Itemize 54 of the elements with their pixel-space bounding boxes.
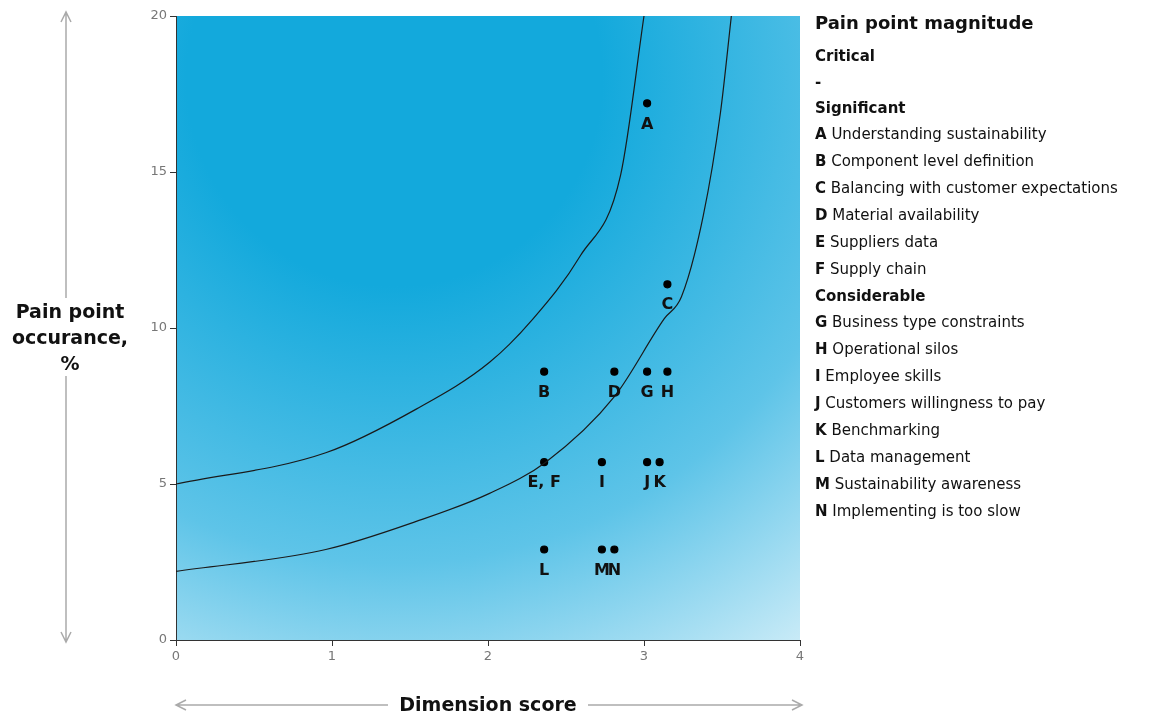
text: - (815, 73, 823, 91)
data-label: H (660, 381, 675, 401)
text: N Implementing is too slow (815, 502, 1022, 520)
text: H Operational silos (815, 340, 960, 358)
text: Critical (815, 47, 876, 65)
data-label: L (539, 559, 550, 579)
text: F Supply chain (815, 260, 928, 278)
y-tick-label: 10 (150, 319, 167, 335)
point (540, 545, 549, 554)
y-tick-label: 5 (158, 475, 167, 491)
point (655, 458, 664, 467)
text: C Balancing with customer expectations (815, 179, 1119, 197)
text: A Understanding sustainability (815, 125, 1048, 143)
point (663, 367, 672, 376)
point (643, 99, 652, 108)
point (643, 458, 652, 467)
point (610, 367, 619, 376)
text: K Benchmarking (815, 421, 942, 439)
y-tick-label: 0 (158, 631, 167, 647)
y-tick-label: 15 (150, 163, 167, 179)
y-tick-label: 20 (150, 7, 167, 23)
text: I Employee skills (815, 367, 943, 385)
text: Considerable (815, 287, 927, 305)
x-axis-title: Dimension score (388, 693, 588, 715)
text: M Sustainability awareness (815, 475, 1023, 493)
legend-title: Pain point magnitude (815, 12, 1035, 33)
point (540, 367, 549, 376)
x-tick-label: 3 (639, 648, 649, 664)
text: Significant (815, 99, 907, 117)
data-label: M (593, 559, 610, 579)
point (597, 545, 606, 554)
point (610, 545, 619, 554)
x-tick-label: 1 (327, 648, 337, 664)
point (597, 458, 606, 467)
data-label: G (640, 381, 654, 401)
text: L Data management (815, 448, 972, 466)
x-tick-label: 2 (483, 648, 493, 664)
data-label: J (643, 472, 651, 492)
point (663, 280, 672, 289)
data-label: B (538, 381, 551, 401)
x-tick-label: 0 (171, 648, 181, 664)
text: B Component level definition (815, 152, 1036, 170)
text: J Customers willingness to pay (815, 394, 1047, 412)
data-label: K (653, 472, 667, 492)
text: E Suppliers data (815, 233, 940, 251)
data-label: I (598, 472, 605, 492)
text: D Material availability (815, 206, 981, 224)
y-axis-title: Pain point occurance, % (10, 298, 130, 376)
data-label: C (661, 294, 674, 314)
point (643, 367, 652, 376)
data-label: E, F (527, 472, 561, 492)
x-tick-label: 4 (795, 648, 805, 664)
data-label: A (640, 113, 654, 133)
text: G Business type constraints (815, 313, 1026, 331)
